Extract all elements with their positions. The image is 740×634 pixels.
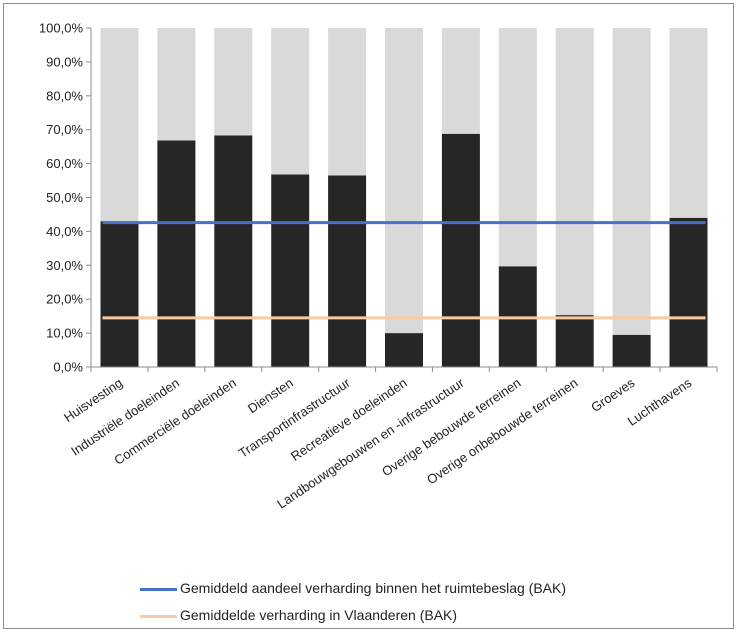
bar-share — [555, 315, 594, 367]
bar-remainder — [612, 28, 651, 335]
bar-share — [100, 221, 139, 367]
bar-share — [612, 334, 651, 367]
bar-remainder — [214, 28, 253, 136]
y-tick-label: 80,0% — [46, 88, 83, 103]
legend-swatch-avg-share — [140, 588, 177, 591]
bar-remainder — [328, 28, 367, 176]
bar-share — [385, 333, 423, 367]
legend-label-avg-flanders: Gemiddelde verharding in Vlaanderen (BAK… — [180, 607, 458, 623]
y-tick-label: 10,0% — [46, 326, 83, 341]
x-tick-label: Groeves — [588, 375, 638, 415]
bar-remainder — [100, 28, 139, 222]
bar-share — [441, 133, 480, 367]
y-tick-label: 100,0% — [39, 21, 84, 36]
y-tick-label: 20,0% — [46, 292, 83, 307]
bar-share — [271, 174, 310, 367]
bar-remainder — [669, 28, 708, 218]
x-tick-label: Luchthavens — [625, 375, 695, 429]
y-tick-label: 30,0% — [46, 258, 83, 273]
y-tick-label: 70,0% — [46, 122, 83, 137]
bar-remainder — [555, 28, 594, 316]
legend-item-avg-flanders: Gemiddelde verharding in Vlaanderen (BAK… — [0, 605, 740, 627]
legend-label-avg-share: Gemiddeld aandeel verharding binnen het … — [180, 580, 567, 596]
y-tick-label: 50,0% — [46, 190, 83, 205]
bar-share — [157, 140, 196, 367]
bar-remainder — [157, 28, 196, 141]
legend-swatch-avg-flanders — [140, 615, 177, 618]
y-tick-label: 40,0% — [46, 224, 83, 239]
bar-remainder — [385, 28, 423, 334]
y-tick-label: 60,0% — [46, 156, 83, 171]
x-tick-label: Diensten — [245, 375, 296, 416]
y-tick-label: 0,0% — [53, 360, 83, 375]
bar-remainder — [271, 28, 310, 175]
y-tick-label: 90,0% — [46, 54, 83, 69]
bar-share — [214, 135, 253, 367]
bar-remainder — [498, 28, 537, 267]
bar-remainder — [441, 28, 480, 134]
bar-share — [669, 217, 708, 367]
legend-item-avg-share: Gemiddeld aandeel verharding binnen het … — [0, 578, 740, 600]
bar-share — [328, 175, 367, 367]
